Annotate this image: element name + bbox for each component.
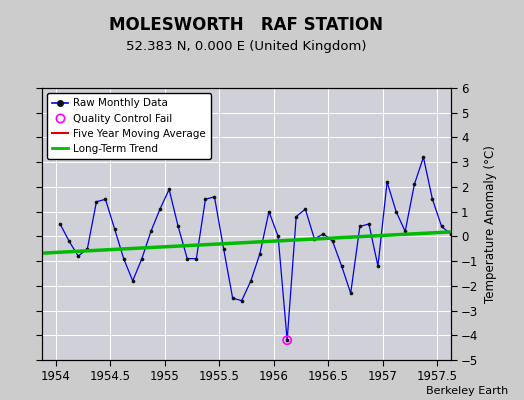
Point [483, 228, 491, 235]
Point [119, 256, 128, 262]
Point [428, 196, 436, 202]
Point [247, 278, 255, 284]
Point [56, 221, 64, 227]
Point [319, 231, 328, 237]
Point [138, 256, 146, 262]
Point [410, 181, 419, 188]
Text: Berkeley Earth: Berkeley Earth [426, 386, 508, 396]
Point [228, 295, 237, 301]
Point [474, 231, 482, 237]
Point [283, 337, 291, 344]
Point [201, 196, 210, 202]
Point [465, 248, 473, 254]
Point [465, 248, 473, 254]
Point [438, 223, 446, 230]
Point [374, 263, 382, 269]
Point [383, 179, 391, 185]
Point [183, 256, 191, 262]
Point [128, 278, 137, 284]
Point [265, 208, 273, 215]
Point [356, 223, 364, 230]
Point [446, 231, 455, 237]
Text: MOLESWORTH   RAF STATION: MOLESWORTH RAF STATION [110, 16, 383, 34]
Point [392, 208, 400, 215]
Point [365, 221, 373, 227]
Point [329, 238, 337, 244]
Point [346, 290, 355, 296]
Point [92, 198, 101, 205]
Point [101, 196, 110, 202]
Point [174, 223, 182, 230]
Legend: Raw Monthly Data, Quality Control Fail, Five Year Moving Average, Long-Term Tren: Raw Monthly Data, Quality Control Fail, … [47, 93, 211, 159]
Point [237, 298, 246, 304]
Point [401, 228, 409, 235]
Point [292, 213, 300, 220]
Point [192, 256, 201, 262]
Y-axis label: Temperature Anomaly (°C): Temperature Anomaly (°C) [484, 145, 497, 303]
Point [74, 253, 82, 259]
Point [256, 250, 264, 257]
Point [83, 246, 92, 252]
Point [220, 246, 228, 252]
Text: 52.383 N, 0.000 E (United Kingdom): 52.383 N, 0.000 E (United Kingdom) [126, 40, 366, 53]
Point [165, 186, 173, 192]
Point [210, 194, 219, 200]
Point [147, 228, 155, 235]
Point [301, 206, 310, 212]
Point [310, 236, 319, 242]
Point [455, 196, 464, 202]
Point [65, 238, 73, 244]
Point [156, 206, 164, 212]
Point [111, 226, 119, 232]
Point [274, 233, 282, 240]
Point [419, 154, 428, 160]
Point [283, 337, 291, 344]
Point [337, 263, 346, 269]
